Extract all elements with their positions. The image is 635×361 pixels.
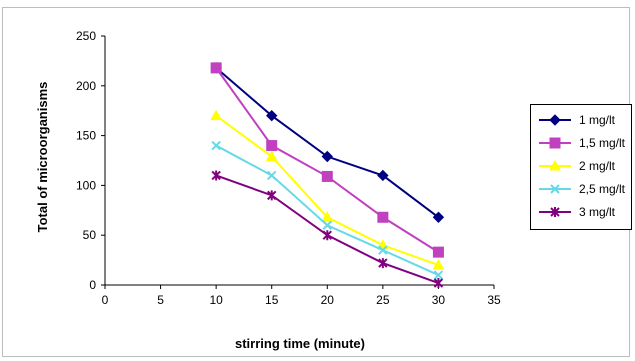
data-point (432, 259, 445, 270)
data-point (265, 150, 278, 162)
data-point (433, 270, 444, 280)
legend-label: 2 mg/lt (579, 159, 616, 173)
x-axis-title: stirring time (minute) (235, 336, 365, 351)
data-point (322, 230, 332, 241)
data-point (266, 109, 278, 122)
legend-swatch (539, 114, 571, 126)
series-line (215, 144, 439, 276)
y-tick-label: 250 (76, 29, 96, 43)
series-line (215, 114, 439, 267)
y-tick-label: 0 (89, 278, 96, 292)
legend-label: 1 mg/lt (579, 113, 616, 127)
data-point (321, 170, 333, 182)
data-point (210, 109, 222, 121)
legend-item: 1,5 mg/lt (531, 134, 631, 154)
data-point (432, 211, 445, 223)
series-4 (211, 140, 444, 280)
data-point (267, 170, 277, 181)
y-tick-label: 50 (83, 228, 97, 242)
data-point (211, 140, 221, 151)
legend: 1 mg/lt 1,5 mg/lt 2 mg/lt 2,5 mg/lt 3 mg/lt (530, 104, 632, 230)
data-point (267, 190, 277, 201)
legend-swatch (539, 184, 571, 194)
legend-swatch (539, 137, 571, 149)
data-point (377, 211, 389, 223)
y-axis-title: Total of microorganisms (35, 82, 50, 233)
legend-marker (549, 137, 561, 149)
legend-marker (549, 159, 561, 171)
chart-frame: 0 50 100 150 200 250 0 5 10 15 20 25 30 35 stirring t… (2, 7, 632, 357)
legend-label: 1,5 mg/lt (579, 136, 626, 150)
data-point (378, 258, 388, 269)
x-tick-label: 10 (209, 293, 223, 307)
data-point (433, 278, 444, 289)
data-point (266, 140, 278, 152)
data-point (211, 170, 221, 181)
series-2 (210, 62, 444, 258)
x-tick-label: 30 (432, 293, 446, 307)
data-point (210, 62, 222, 74)
data-point (378, 245, 388, 255)
legend-swatch (539, 207, 571, 217)
x-tick-label: 15 (265, 293, 279, 307)
data-point (322, 220, 332, 230)
legend-label: 2,5 mg/lt (579, 182, 626, 196)
series-3 (210, 109, 445, 270)
y-tick-label: 100 (76, 178, 96, 192)
data-point (377, 169, 389, 182)
series-5 (211, 170, 444, 289)
y-tick-label: 150 (76, 129, 96, 143)
legend-swatch (539, 159, 571, 171)
legend-item: 2,5 mg/lt (531, 180, 631, 200)
x-tick-label: 35 (487, 293, 501, 307)
x-tick-label: 20 (321, 293, 335, 307)
x-tick-label: 0 (102, 293, 109, 307)
x-tick-label: 25 (376, 293, 390, 307)
legend-item: 3 mg/lt (531, 203, 631, 223)
series-1 (210, 62, 445, 223)
y-tick-label: 200 (76, 79, 96, 93)
legend-label: 3 mg/lt (579, 205, 616, 219)
x-tick-label: 5 (157, 293, 164, 307)
series-line (215, 67, 440, 219)
data-point (321, 211, 334, 222)
plot-area: 0 50 100 150 200 250 0 5 10 15 20 25 30 35 stirring t… (35, 29, 501, 351)
data-point (321, 150, 333, 163)
legend-marker (550, 184, 560, 194)
legend-marker (549, 114, 561, 126)
data-point (432, 246, 444, 258)
legend-marker (550, 207, 560, 217)
legend-item: 2 mg/lt (531, 157, 631, 177)
legend-item: 1 mg/lt (531, 111, 631, 131)
